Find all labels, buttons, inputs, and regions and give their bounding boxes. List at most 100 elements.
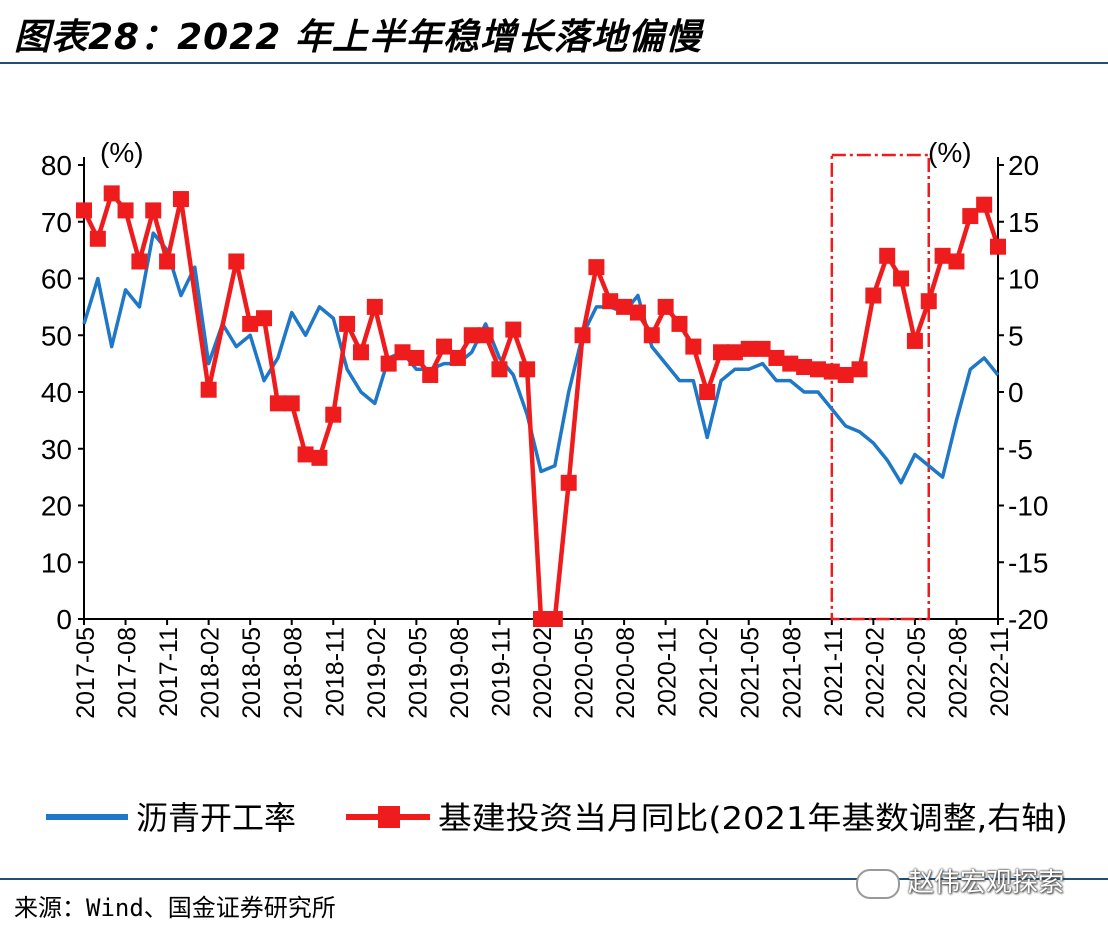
x-axis-tick-label: 2019-02 — [363, 627, 391, 719]
x-axis-tick-label: 2021-08 — [778, 627, 806, 719]
watermark-text: 赵伟宏观探索 — [908, 868, 1065, 898]
x-axis-tick-label: 2022-05 — [903, 627, 931, 719]
series-marker-infra — [311, 449, 328, 466]
right-axis-tick-label: 15 — [1008, 207, 1039, 238]
chart-title: 图表28：2022 年上半年稳增长落地偏慢 — [14, 17, 702, 58]
series-marker-infra — [228, 253, 245, 270]
right-axis-tick-label: -15 — [1008, 547, 1048, 578]
series-marker-infra — [242, 315, 259, 332]
series-marker-infra — [823, 363, 840, 380]
series-marker-infra — [865, 287, 882, 304]
series-marker-infra — [297, 446, 314, 463]
left-axis-tick-label: 40 — [41, 377, 72, 408]
series-marker-infra — [574, 327, 591, 344]
series-marker-infra — [449, 349, 466, 366]
left-axis-tick-label: 30 — [41, 434, 72, 465]
watermark: 赵伟宏观探索 — [856, 862, 1064, 899]
x-axis-tick-label: 2022-02 — [861, 627, 889, 719]
series-marker-infra — [422, 366, 439, 383]
right-axis-tick-label: 20 — [1008, 150, 1039, 181]
legend-label-asphalt: 沥青开工率 — [136, 799, 296, 837]
series-marker-infra — [616, 298, 633, 315]
x-axis-tick-label: 2017-08 — [114, 627, 142, 719]
series-marker-infra — [699, 384, 716, 400]
x-axis-tick-label: 2018-02 — [197, 627, 225, 719]
series-marker-infra — [948, 253, 965, 270]
x-axis-tick-label: 2018-11 — [321, 627, 349, 717]
series-marker-infra — [145, 202, 162, 219]
x-axis-tick-label: 2018-08 — [280, 627, 308, 719]
series-marker-infra — [893, 270, 910, 287]
series-marker-infra — [713, 344, 730, 361]
title-divider — [0, 62, 1108, 64]
series-marker-infra — [851, 361, 868, 378]
left-axis-tick-label: 50 — [41, 320, 72, 351]
left-axis-tick-label: 0 — [56, 604, 72, 635]
series-marker-infra — [588, 259, 605, 276]
x-axis-tick-label: 2017-11 — [155, 627, 183, 717]
series-marker-infra — [740, 340, 757, 357]
series-marker-infra — [491, 361, 508, 378]
series-marker-infra — [200, 381, 217, 398]
series-marker-infra — [962, 208, 979, 225]
series-marker-infra — [671, 315, 688, 332]
series-marker-infra — [782, 355, 799, 372]
series-marker-infra — [546, 611, 563, 627]
series-marker-infra — [463, 327, 480, 344]
left-axis-tick-label: 70 — [41, 207, 72, 238]
series-marker-infra — [256, 310, 273, 327]
series-line-infra — [81, 191, 1001, 622]
right-axis-tick-label: -20 — [1008, 604, 1048, 635]
series-marker-infra — [477, 327, 494, 344]
left-axis-tick-label: 20 — [41, 491, 72, 522]
series-marker-infra — [325, 406, 342, 423]
source-note: 来源：Wind、国金证券研究所 — [14, 894, 336, 922]
series-marker-infra — [754, 340, 771, 357]
series-marker-infra — [269, 395, 286, 412]
series-marker-infra — [976, 196, 993, 213]
right-axis-tick-label: 10 — [1008, 264, 1039, 295]
series-marker-infra — [380, 355, 397, 372]
x-axis-tick-label: 2020-02 — [529, 627, 557, 719]
series-marker-infra — [837, 366, 854, 383]
right-axis-unit: (%) — [928, 137, 972, 168]
legend-label-infra: 基建投资当月同比(2021年基数调整,右轴) — [438, 801, 1068, 837]
right-axis-tick-label: 0 — [1008, 377, 1024, 408]
x-axis-tick-label: 2019-05 — [404, 627, 432, 719]
series-marker-infra — [131, 253, 148, 270]
series-marker-infra — [990, 238, 1006, 255]
series-marker-infra — [796, 359, 813, 376]
series-marker-infra — [519, 361, 536, 378]
series-marker-infra — [906, 332, 923, 349]
x-axis-tick-label: 2020-11 — [654, 627, 682, 717]
series-marker-infra — [436, 338, 453, 355]
series-marker-infra — [560, 474, 577, 491]
series-marker-infra — [920, 293, 937, 310]
series-marker-infra — [283, 395, 300, 412]
x-axis-tick-label: 2021-02 — [695, 627, 723, 719]
series-marker-infra — [629, 304, 646, 321]
left-axis-unit: (%) — [100, 137, 144, 168]
x-axis-tick-label: 2022-08 — [944, 627, 972, 719]
left-axis-tick-label: 80 — [41, 150, 72, 181]
series-marker-infra — [505, 321, 522, 338]
left-axis-tick-label: 60 — [41, 264, 72, 295]
series-marker-infra — [643, 327, 660, 344]
series-marker-infra — [879, 247, 896, 264]
series-marker-infra — [89, 230, 106, 247]
x-axis-tick-label: 2019-08 — [446, 627, 474, 719]
series-marker-infra — [602, 293, 619, 310]
x-axis-tick-label: 2020-08 — [612, 627, 640, 719]
wechat-icon — [856, 868, 900, 899]
x-axis-tick-label: 2021-11 — [820, 627, 848, 717]
source-divider — [0, 878, 1108, 880]
dual-axis-line-chart: 0 10 20 30 40 50 60 70 80 -20 -15 -10 -5 0 5 10 15 20 (%) (… — [41, 137, 1068, 837]
series-marker-infra — [352, 344, 369, 361]
right-axis-tick-label: -10 — [1008, 491, 1048, 522]
right-axis-tick-label: 5 — [1008, 320, 1024, 351]
x-axis-tick-label: 2020-05 — [571, 627, 599, 719]
series-marker-infra — [809, 361, 826, 378]
series-marker-infra — [103, 185, 120, 202]
left-axis-tick-label: 10 — [41, 547, 72, 578]
series-marker-infra — [76, 202, 92, 219]
